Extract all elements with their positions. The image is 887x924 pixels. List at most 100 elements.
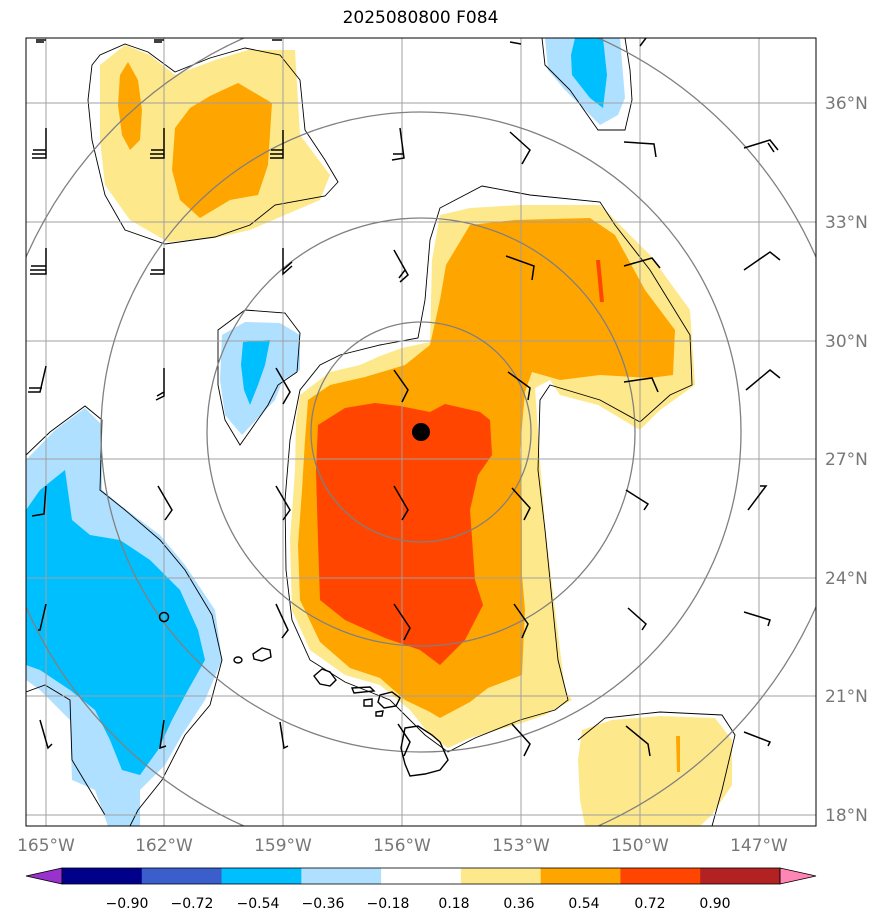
lat-label: 24°N: [825, 569, 868, 589]
shade-orange-se-sliver: [676, 736, 680, 772]
lon-label: 147°W: [730, 836, 788, 856]
island-oahu: [313, 668, 337, 687]
colorbar-extension-low: [25, 867, 63, 885]
colorbar-swatch: [620, 868, 701, 884]
wind-barb: [623, 377, 659, 393]
colorbar-swatch: [221, 868, 302, 884]
wind-barb: [625, 725, 651, 757]
lat-label: 33°N: [825, 213, 868, 233]
colorbar-swatch: [700, 868, 781, 884]
range-ring-2: [206, 217, 636, 647]
wind-barb: [397, 723, 411, 757]
colorbar-tick-labels: −0.90 −0.72 −0.54 −0.36 −0.18 0.18 0.36 …: [106, 896, 731, 912]
wind-barb: [150, 128, 165, 159]
colorbar-swatch: [141, 868, 223, 884]
lon-label: 156°W: [373, 836, 431, 856]
lat-label: 21°N: [825, 687, 868, 707]
contour-lines: [26, 38, 736, 826]
colorbar-tick-label: −0.90: [106, 896, 149, 912]
contour-se: [577, 711, 736, 826]
shade-skyblue-regions: [26, 38, 607, 775]
wind-barb: [38, 603, 47, 631]
wind-barb: [743, 251, 781, 271]
contour-ne: [541, 38, 633, 131]
contour-west: [26, 405, 223, 826]
wind-barb: [275, 485, 291, 521]
shade-red-main: [316, 403, 492, 665]
island-maui: [377, 691, 401, 709]
wind-barb: [393, 369, 409, 403]
wind-barb: [30, 248, 47, 275]
shade-red-ne-streak: [596, 260, 604, 302]
lon-label: 153°W: [492, 836, 550, 856]
lon-label: 165°W: [17, 836, 75, 856]
wind-barb: [157, 485, 173, 521]
colorbar-tick-label: 0.54: [568, 896, 599, 912]
wind-barb: [391, 127, 405, 161]
colorbar-swatch: [460, 868, 542, 884]
shade-skyblue-mid: [241, 340, 270, 405]
wind-barb: [507, 371, 531, 401]
wind-barb: [743, 139, 779, 153]
wind-barb: [150, 248, 165, 275]
colorbar-swatch: [62, 868, 143, 884]
wind-barb: [275, 367, 291, 405]
island-hawaii: [400, 725, 449, 777]
wind-barb: [39, 719, 53, 750]
wind-barb: [513, 603, 529, 639]
wind-barb: [623, 141, 657, 158]
wind-barb: [505, 255, 535, 281]
wind-barb: [36, 39, 46, 43]
range-ring-3: [100, 111, 742, 753]
wind-barb: [393, 249, 409, 283]
lat-label: 18°N: [825, 806, 868, 826]
lat-label: 30°N: [825, 332, 868, 352]
colorbar-tick-label: −0.36: [302, 896, 345, 912]
lat-label: 36°N: [825, 94, 868, 114]
shade-yellow-se: [578, 716, 732, 826]
island-kauai: [252, 647, 272, 662]
wind-barb: [623, 257, 661, 269]
lon-label: 162°W: [135, 836, 193, 856]
colorbar-swatch: [540, 868, 621, 884]
shade-orange-nw-small: [118, 62, 142, 150]
wind-barb: [511, 723, 531, 757]
wind-barb: [745, 369, 781, 391]
contour-mid: [217, 309, 301, 446]
wind-barb: [282, 248, 293, 276]
shade-red-regions: [316, 260, 604, 665]
island-kahoolawe: [375, 710, 384, 717]
shade-skyblue-ne: [571, 38, 607, 108]
wind-barb: [275, 603, 289, 639]
lat-label: 27°N: [825, 450, 868, 470]
colorbar-tick-label: 0.18: [438, 896, 469, 912]
wind-barb: [155, 368, 165, 401]
wind-barb: [627, 607, 647, 631]
wind-barb: [31, 485, 47, 517]
island-lanai: [363, 698, 373, 707]
colorbar-tick-label: 0.90: [699, 896, 730, 912]
colorbar-tick-label: 0.36: [503, 896, 534, 912]
wind-barb: [625, 489, 650, 511]
wind-barb: [393, 485, 409, 521]
lon-label: 159°W: [254, 836, 312, 856]
island-molokai: [350, 686, 376, 694]
center-marker: [412, 423, 430, 441]
station-circle: [158, 611, 170, 623]
wind-barb: [270, 130, 284, 159]
map-frame: [25, 37, 817, 827]
wind-barb: [279, 721, 289, 750]
colorbar: −0.90 −0.72 −0.54 −0.36 −0.18 0.18 0.36 …: [25, 867, 817, 912]
wind-barb: [747, 485, 768, 511]
wind-barb: [28, 365, 47, 393]
shade-orange-nw: [172, 83, 272, 218]
wind-barb: [159, 719, 167, 750]
coastlines: [233, 647, 449, 777]
range-rings: [26, 38, 816, 826]
colorbar-tick-label: 0.72: [634, 896, 665, 912]
colorbar-outline: [61, 867, 781, 885]
wind-barb: [743, 611, 771, 627]
wind-barb: [393, 603, 411, 641]
wind-barb: [32, 128, 47, 159]
